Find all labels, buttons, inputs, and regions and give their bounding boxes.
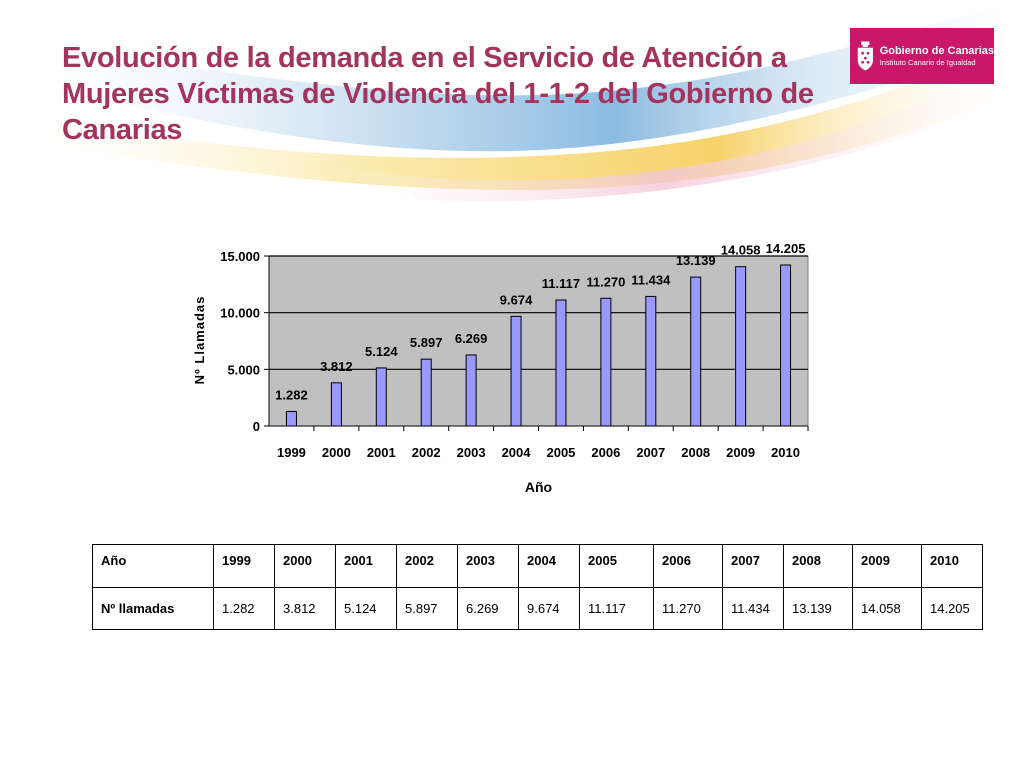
table-year-cell: 2000 — [274, 544, 336, 588]
table-value-cell: 14.205 — [921, 587, 983, 630]
table-year-cell: 2005 — [579, 544, 654, 588]
table-year-cell: 2003 — [457, 544, 519, 588]
plot-area — [268, 255, 809, 427]
table-value-cell: 14.058 — [852, 587, 922, 630]
data-label: 5.124 — [365, 344, 398, 359]
data-label: 5.897 — [410, 335, 443, 350]
data-label: 6.269 — [455, 331, 488, 346]
x-tick-label: 1999 — [277, 445, 306, 460]
bar — [420, 358, 432, 427]
bar — [330, 382, 342, 427]
table-year-cell: 2002 — [396, 544, 458, 588]
bar — [555, 299, 567, 427]
table-value-cell: 13.139 — [783, 587, 853, 630]
data-label: 11.117 — [542, 276, 580, 291]
y-tick-label: 10.000 — [220, 306, 260, 321]
table-value-cell: 11.434 — [722, 587, 784, 630]
y-tick-label: 15.000 — [220, 249, 260, 264]
x-tick-label: 2005 — [546, 445, 575, 460]
data-label: 14.058 — [721, 243, 761, 258]
table-value-cell: 1.282 — [213, 587, 275, 630]
slide-title-line-1: Evolución de la demanda en el Servicio d… — [62, 42, 787, 74]
x-tick-label: 2010 — [771, 445, 800, 460]
data-label: 3.812 — [320, 359, 353, 374]
x-tick-label: 2002 — [412, 445, 441, 460]
table-value-cell: 5.897 — [396, 587, 458, 630]
data-label: 11.434 — [631, 272, 671, 287]
bar — [780, 264, 792, 427]
table-value-row: Nº llamadas 1.282 3.812 5.124 5.897 6.269 9.6… — [92, 587, 983, 630]
slide-title: Evolución de la demanda en el Servicio d… — [62, 40, 822, 148]
x-axis-title: Año — [525, 479, 552, 495]
x-tick-label: 2001 — [367, 445, 396, 460]
table-row-label: Nº llamadas — [92, 587, 214, 630]
bar — [735, 266, 747, 427]
table-value-cell: 9.674 — [518, 587, 580, 630]
bar — [510, 315, 522, 427]
logo-main-text: Gobierno de Canarias — [879, 44, 994, 57]
data-table: Año 1999 2000 2001 2002 2003 2004 2005 2006 2007… — [92, 544, 983, 630]
table-value-cell: 11.117 — [579, 587, 654, 630]
bar — [375, 367, 387, 427]
data-label: 13.139 — [676, 253, 716, 268]
bar — [690, 276, 702, 427]
y-tick-label: 0 — [253, 419, 260, 434]
table-year-cell: 2010 — [921, 544, 983, 588]
table-value-cell: 11.270 — [653, 587, 723, 630]
data-label: 14.205 — [766, 241, 806, 256]
table-header-row: Año 1999 2000 2001 2002 2003 2004 2005 2006 2007… — [92, 544, 983, 588]
data-label: 1.282 — [275, 387, 308, 402]
table-year-cell: 2008 — [783, 544, 853, 588]
x-tick-label: 2004 — [502, 445, 532, 460]
y-tick-label: 5.000 — [227, 362, 260, 377]
table-year-cell: 2007 — [722, 544, 784, 588]
x-tick-label: 2009 — [726, 445, 755, 460]
y-axis-title: Nº Llamadas — [192, 296, 207, 385]
table-value-cell: 6.269 — [457, 587, 519, 630]
table-value-cell: 5.124 — [335, 587, 397, 630]
data-label: 11.270 — [586, 274, 625, 289]
table-year-cell: 1999 — [213, 544, 275, 588]
bar — [645, 295, 657, 427]
logo-sub-text: Instituto Canario de Igualdad — [879, 57, 976, 67]
table-year-cell: 2006 — [653, 544, 723, 588]
table-year-cell: 2009 — [852, 544, 922, 588]
coat-of-arms-icon — [857, 41, 873, 71]
x-tick-label: 2006 — [591, 445, 620, 460]
table-year-cell: 2001 — [335, 544, 397, 588]
bar — [285, 410, 297, 427]
data-label: 9.674 — [500, 292, 533, 307]
slide-title-line-2: Mujeres Víctimas de Violencia del 1-1-2 … — [62, 78, 814, 110]
table-header-label: Año — [92, 544, 214, 588]
x-tick-label: 2000 — [322, 445, 351, 460]
gobierno-canarias-logo: Gobierno de Canarias Instituto Canario d… — [850, 28, 994, 84]
x-tick-label: 2003 — [457, 445, 486, 460]
x-tick-label: 2008 — [681, 445, 710, 460]
bar — [600, 297, 612, 427]
header-background-swoosh — [0, 0, 1024, 202]
slide-title-line-3: Canarias — [62, 114, 183, 146]
x-tick-label: 2007 — [636, 445, 665, 460]
bar-chart: 0 5.000 10.000 15.000 1999 1.282 2000 3.812 2001… — [192, 241, 809, 495]
table-year-cell: 2004 — [518, 544, 580, 588]
table-value-cell: 3.812 — [274, 587, 336, 630]
bar — [465, 354, 477, 427]
